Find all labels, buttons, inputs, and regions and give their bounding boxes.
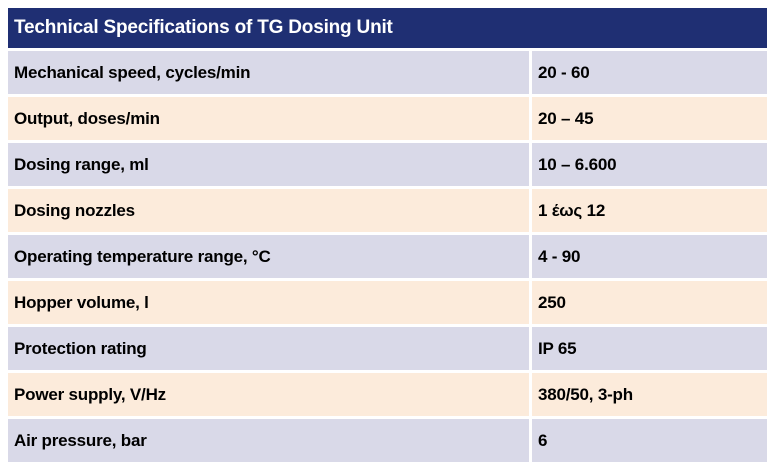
spec-label: Hopper volume, l [8, 281, 529, 324]
spec-label: Dosing range, ml [8, 143, 529, 186]
table-row: Dosing nozzles 1 έως 12 [8, 189, 767, 232]
table-row: Dosing range, ml 10 – 6.600 [8, 143, 767, 186]
spec-label: Protection rating [8, 327, 529, 370]
spec-label: Operating temperature range, °C [8, 235, 529, 278]
spec-label: Mechanical speed, cycles/min [8, 51, 529, 94]
spec-value: 20 – 45 [532, 97, 767, 140]
spec-label: Dosing nozzles [8, 189, 529, 232]
table-row: Air pressure, bar 6 [8, 419, 767, 462]
table-title: Technical Specifications of TG Dosing Un… [14, 17, 393, 38]
spec-label: Air pressure, bar [8, 419, 529, 462]
spec-value: 20 - 60 [532, 51, 767, 94]
spec-value: 6 [532, 419, 767, 462]
spec-value: 380/50, 3-ph [532, 373, 767, 416]
spec-value: IP 65 [532, 327, 767, 370]
table-row: Output, doses/min 20 – 45 [8, 97, 767, 140]
table-body: Mechanical speed, cycles/min 20 - 60 Out… [8, 48, 767, 462]
table-title-bar: Technical Specifications of TG Dosing Un… [8, 8, 767, 48]
spec-value: 1 έως 12 [532, 189, 767, 232]
spec-value: 4 - 90 [532, 235, 767, 278]
table-row: Mechanical speed, cycles/min 20 - 60 [8, 51, 767, 94]
table-row: Operating temperature range, °C 4 - 90 [8, 235, 767, 278]
table-row: Power supply, V/Hz 380/50, 3-ph [8, 373, 767, 416]
spec-label: Output, doses/min [8, 97, 529, 140]
spec-value: 250 [532, 281, 767, 324]
spec-label: Power supply, V/Hz [8, 373, 529, 416]
spec-table: Technical Specifications of TG Dosing Un… [8, 8, 767, 462]
table-row: Protection rating IP 65 [8, 327, 767, 370]
spec-value: 10 – 6.600 [532, 143, 767, 186]
table-row: Hopper volume, l 250 [8, 281, 767, 324]
